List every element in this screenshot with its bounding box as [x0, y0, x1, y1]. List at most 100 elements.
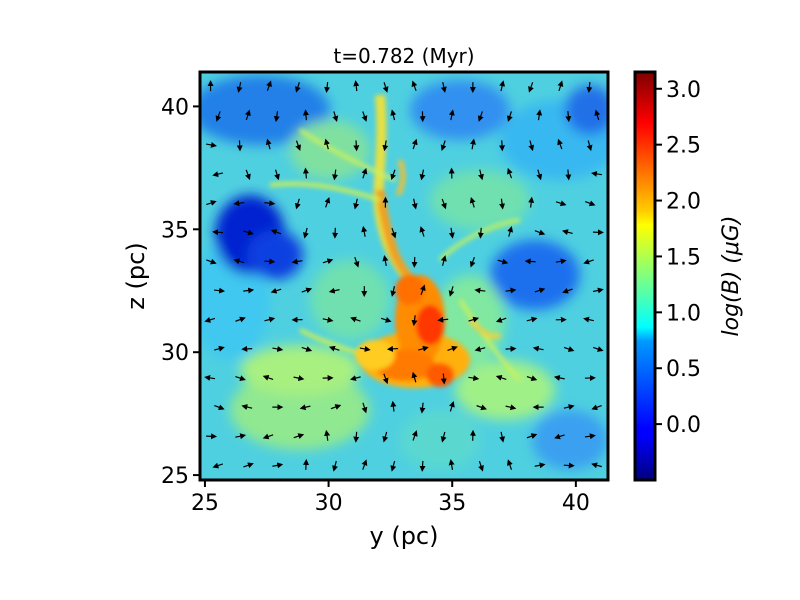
field-vector-arrow	[382, 373, 389, 385]
field-vector-arrow	[592, 287, 604, 294]
field-vector-arrow	[448, 286, 455, 297]
x-axis-label: y (pc)	[370, 522, 439, 550]
y-tick-label: 30	[161, 341, 189, 366]
field-vector-arrow	[499, 140, 506, 152]
field-vector-arrow	[349, 375, 361, 382]
field-vector-arrow	[328, 345, 340, 352]
field-vector-arrow	[353, 431, 360, 443]
colorbar-tick-label: 2.0	[666, 190, 701, 215]
chart-title: t=0.782 (Myr)	[333, 44, 474, 68]
field-vector-arrow	[534, 462, 546, 469]
field-vector-arrow	[563, 404, 575, 410]
field-vector-arrow	[214, 287, 226, 294]
field-vector-arrow	[528, 196, 535, 208]
field-vector-arrow	[214, 345, 225, 352]
field-vector-arrow	[295, 140, 301, 151]
field-vector-arrow	[272, 462, 284, 469]
field-vector-arrow	[497, 258, 509, 265]
field-vector-arrow	[353, 256, 360, 268]
field-vector-arrow	[241, 345, 253, 352]
field-vector-arrow	[264, 316, 276, 323]
field-vector-arrow	[469, 196, 476, 208]
field-vector-arrow	[419, 460, 426, 472]
field-vector-arrow	[270, 287, 282, 294]
field-vector-arrow	[215, 111, 222, 122]
field-vector-arrow	[301, 287, 313, 294]
field-vector-arrow	[440, 255, 447, 266]
field-vector-arrow	[590, 170, 602, 177]
field-vector-arrow	[328, 287, 340, 294]
y-tick-label: 25	[161, 464, 189, 489]
field-vector-arrow	[380, 317, 392, 323]
field-vector-arrow	[390, 169, 397, 181]
field-vector-arrow	[411, 430, 418, 441]
field-vector-arrow	[245, 109, 251, 121]
field-vector-arrow	[584, 200, 596, 207]
field-vector-arrow	[245, 169, 251, 181]
field-vector-arrow	[386, 345, 398, 352]
field-vector-arrow	[440, 82, 447, 93]
field-vector-arrow	[212, 462, 224, 469]
field-vector-arrow	[302, 167, 309, 179]
field-vector-arrow	[419, 169, 426, 181]
field-vector-arrow	[206, 200, 217, 206]
field-vector-arrow	[324, 197, 331, 208]
x-tick-label: 30	[315, 491, 343, 516]
field-vector-arrow	[507, 226, 514, 237]
field-vector-arrow	[265, 138, 272, 150]
field-vector-arrow	[353, 140, 360, 152]
y-tick-label: 35	[161, 218, 189, 243]
field-vector-arrow	[495, 317, 507, 323]
field-vector-arrow	[499, 80, 506, 92]
field-vector-arrow	[411, 315, 418, 327]
field-vector-arrow	[212, 171, 224, 178]
colorbar-frame	[633, 70, 657, 482]
colorbar-tick-label: 1.0	[666, 301, 701, 326]
field-vector-arrow	[584, 433, 596, 440]
field-vector-arrow	[294, 198, 301, 210]
field-vector-arrow	[449, 400, 455, 412]
field-vector-arrow	[332, 169, 339, 181]
field-vector-arrow	[563, 346, 575, 352]
field-vector-arrow	[332, 460, 338, 472]
field-vector-arrow	[262, 433, 274, 440]
x-tick-label: 35	[438, 491, 466, 516]
field-vector-arrow	[532, 345, 544, 352]
field-vector-arrow	[361, 111, 368, 122]
field-vector-arrow	[262, 375, 274, 381]
field-vector-arrow	[469, 256, 476, 268]
y-axis-label: z (pc)	[122, 242, 150, 309]
field-vector-arrow	[332, 111, 339, 122]
field-vectors	[204, 80, 604, 472]
field-vector-arrow	[440, 373, 447, 385]
field-vector-arrow	[324, 429, 331, 441]
field-vector-arrow	[586, 82, 593, 94]
field-vector-arrow	[411, 198, 418, 210]
field-vector-arrow	[507, 167, 513, 179]
field-vector-arrow	[565, 111, 572, 123]
field-vector-arrow	[382, 140, 389, 152]
colorbar-tick-label: 2.5	[666, 134, 701, 159]
field-vector-arrow	[583, 258, 594, 265]
field-vector-arrow	[478, 169, 484, 181]
field-vector-arrow	[562, 287, 573, 294]
field-vector-arrow	[419, 402, 426, 414]
y-axis: 25 30 35 40	[161, 95, 200, 489]
field-vector-arrow	[591, 462, 602, 469]
colorbar-tick-label: 0.5	[666, 357, 701, 382]
field-vector-arrow	[524, 258, 536, 265]
field-vector-arrow	[448, 109, 455, 121]
field-vector-arrow	[419, 284, 426, 296]
field-vector-arrow	[468, 316, 480, 323]
field-vector-arrow	[565, 169, 572, 181]
field-vector-arrow	[468, 375, 480, 382]
colorbar: 0.0 0.5 1.0 1.5 2.0 2.5 3.0 log(B) (μG)	[633, 70, 744, 482]
field-vector-arrow	[474, 346, 486, 352]
field-vector-arrow	[499, 198, 506, 210]
field-vector-arrow	[264, 258, 276, 265]
plot-frame	[198, 70, 610, 482]
field-vector-arrow	[448, 227, 455, 239]
field-vector-arrow	[236, 82, 243, 93]
field-vector-arrow	[506, 111, 513, 122]
